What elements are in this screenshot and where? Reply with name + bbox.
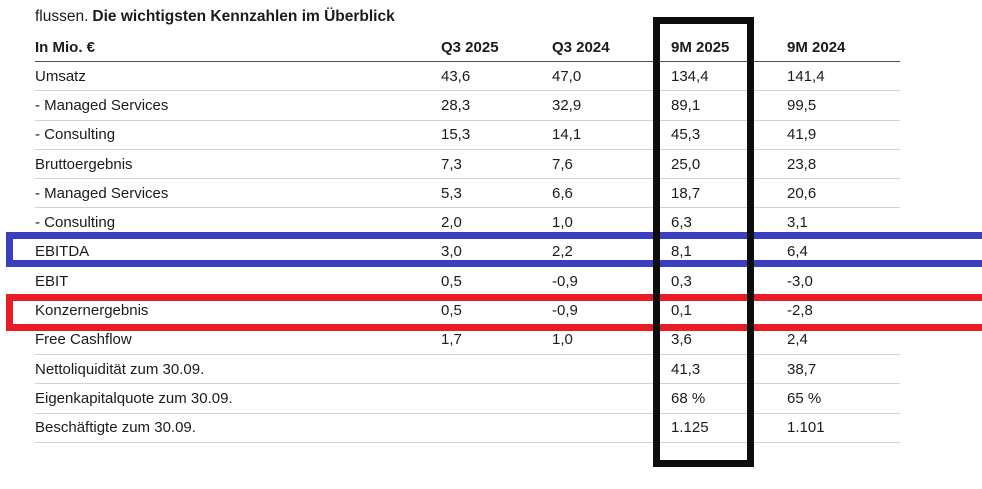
row-value: 1,7 <box>441 331 462 349</box>
row-value: 68 % <box>671 389 706 407</box>
row-value: 5,3 <box>441 184 462 202</box>
intro-text-fragment: flussen. <box>35 8 89 25</box>
row-value: 28,3 <box>441 96 471 114</box>
row-value: 15,3 <box>441 126 471 144</box>
table-body: Umsatz 43,6 47,0 134,4 141,4 - Managed Servic… <box>35 62 900 443</box>
kennzahlen-table: In Mio. € Q3 2025 Q3 2024 9M 2025 9M 202… <box>35 33 900 443</box>
row-value: 6,3 <box>671 214 692 232</box>
row-label: - Managed Services <box>35 184 169 202</box>
row-value: 20,6 <box>787 184 817 202</box>
table-row: - Managed Services 5,3 6,6 18,7 20,6 <box>35 179 900 209</box>
row-value: -0,9 <box>552 272 578 290</box>
row-label: Nettoliquidität zum 30.09. <box>35 360 205 378</box>
table-row: - Consulting 15,3 14,1 45,3 41,9 <box>35 121 900 150</box>
table-row: Eigenkapitalquote zum 30.09. 68 % 65 % <box>35 384 900 414</box>
row-value: 23,8 <box>787 155 817 173</box>
row-value: 2,2 <box>552 243 573 261</box>
row-value: 25,0 <box>671 155 701 173</box>
row-label: - Consulting <box>35 214 116 232</box>
row-value: 0,3 <box>671 272 692 290</box>
row-label: Umsatz <box>35 67 86 85</box>
row-value: 134,4 <box>671 67 709 85</box>
row-value: 18,7 <box>671 184 701 202</box>
section-title: Die wichtigsten Kennzahlen im Überblick <box>92 8 395 25</box>
row-value: 14,1 <box>552 126 582 144</box>
row-value: 3,0 <box>441 243 462 261</box>
row-label: Beschäftigte zum 30.09. <box>35 419 196 437</box>
row-value: 7,3 <box>441 155 462 173</box>
row-label: Eigenkapitalquote zum 30.09. <box>35 389 233 407</box>
table-row: Beschäftigte zum 30.09. 1.125 1.101 <box>35 414 900 443</box>
row-value: 0,5 <box>441 272 462 290</box>
row-value: 89,1 <box>671 96 701 114</box>
row-value: 1,0 <box>552 331 573 349</box>
row-value: 6,4 <box>787 243 808 261</box>
table-header-row: In Mio. € Q3 2025 Q3 2024 9M 2025 9M 202… <box>35 33 900 62</box>
annotation-box-9m-2025-column <box>653 17 754 467</box>
row-value: 0,1 <box>671 302 692 320</box>
column-header-q3-2025: Q3 2025 <box>441 38 499 56</box>
row-value: 2,0 <box>441 214 462 232</box>
row-label: Konzernergebnis <box>35 302 149 320</box>
row-value: 8,1 <box>671 243 692 261</box>
row-label: Free Cashflow <box>35 331 132 349</box>
row-value: 45,3 <box>671 126 701 144</box>
row-value: 7,6 <box>552 155 573 173</box>
table-row: EBIT 0,5 -0,9 0,3 -3,0 <box>35 267 900 297</box>
row-value: 32,9 <box>552 96 582 114</box>
column-header-9m-2025: 9M 2025 <box>671 38 730 56</box>
row-value: -2,8 <box>787 302 813 320</box>
row-value: 41,3 <box>671 360 701 378</box>
annotation-box-ebitda-row <box>6 232 982 267</box>
table-row: Nettoliquidität zum 30.09. 41,3 38,7 <box>35 355 900 385</box>
column-header-unit: In Mio. € <box>35 38 95 56</box>
table-row: Umsatz 43,6 47,0 134,4 141,4 <box>35 62 900 92</box>
row-label: EBIT <box>35 272 69 290</box>
column-header-q3-2024: Q3 2024 <box>552 38 610 56</box>
row-value: 99,5 <box>787 96 817 114</box>
page-title: flussen. Die wichtigsten Kennzahlen im Üb… <box>35 6 395 27</box>
row-value: 0,5 <box>441 302 462 320</box>
annotation-box-konzernergebnis-row <box>6 294 982 331</box>
row-label: EBITDA <box>35 243 90 261</box>
row-value: 141,4 <box>787 67 825 85</box>
column-header-9m-2024: 9M 2024 <box>787 38 846 56</box>
row-value: 47,0 <box>552 67 582 85</box>
row-value: 1.101 <box>787 419 825 437</box>
row-value: 65 % <box>787 389 822 407</box>
table-row: - Managed Services 28,3 32,9 89,1 99,5 <box>35 91 900 121</box>
row-value: 1,0 <box>552 214 573 232</box>
table-row: Free Cashflow 1,7 1,0 3,6 2,4 <box>35 326 900 355</box>
row-label: Bruttoergebnis <box>35 155 133 173</box>
row-value: 3,1 <box>787 214 808 232</box>
row-value: 43,6 <box>441 67 471 85</box>
row-value: 6,6 <box>552 184 573 202</box>
row-value: 38,7 <box>787 360 817 378</box>
row-value: -0,9 <box>552 302 578 320</box>
table-row: Bruttoergebnis 7,3 7,6 25,0 23,8 <box>35 150 900 180</box>
row-value: 1.125 <box>671 419 709 437</box>
row-value: 2,4 <box>787 331 808 349</box>
row-label: - Consulting <box>35 126 116 144</box>
row-value: 41,9 <box>787 126 817 144</box>
row-value: 3,6 <box>671 331 692 349</box>
row-value: -3,0 <box>787 272 813 290</box>
row-label: - Managed Services <box>35 96 169 114</box>
